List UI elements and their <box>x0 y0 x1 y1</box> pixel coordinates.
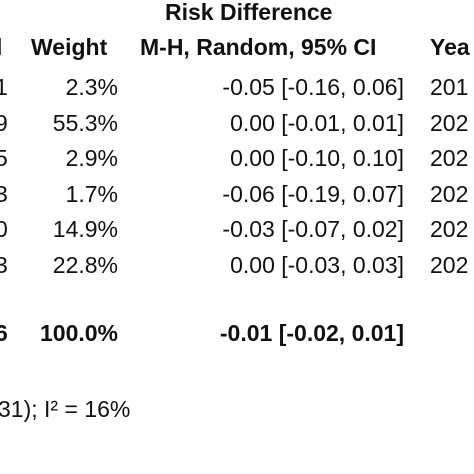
header-weight: Weight <box>31 34 108 60</box>
row-events-cut: 3 <box>0 251 8 278</box>
header-year: Yea <box>430 34 470 60</box>
row-year: 202 <box>430 180 469 207</box>
header-ci: M-H, Random, 95% CI <box>140 34 377 60</box>
row-ci: 0.00 [-0.03, 0.03] <box>230 251 404 278</box>
table-row: 0 14.9% -0.03 [-0.07, 0.02] 202 <box>0 216 474 242</box>
row-weight: 2.9% <box>65 145 118 171</box>
total-cut: 6 <box>0 320 8 346</box>
row-events-cut: 5 <box>0 145 8 171</box>
row-year: 202 <box>430 109 469 136</box>
table-row: 5 2.9% 0.00 [-0.10, 0.10] 202 <box>0 145 474 171</box>
row-ci: -0.03 [-0.07, 0.02] <box>222 216 404 242</box>
table-row: 1 2.3% -0.05 [-0.16, 0.06] 201 <box>0 74 474 100</box>
heterogeneity-text: 31); I² = 16% <box>0 396 131 422</box>
row-weight: 22.8% <box>52 251 118 278</box>
total-weight: 100.0% <box>39 320 118 346</box>
table-row: 3 22.8% 0.00 [-0.03, 0.03] 202 <box>0 252 474 278</box>
row-events-cut: 0 <box>0 216 8 242</box>
row-year: 202 <box>430 251 469 278</box>
row-events-cut: 3 <box>0 180 8 207</box>
row-ci: -0.06 [-0.19, 0.07] <box>222 180 404 207</box>
row-events-cut: 1 <box>0 74 8 100</box>
header-events: l <box>0 34 2 60</box>
row-weight: 14.9% <box>52 216 118 242</box>
row-weight: 1.7% <box>65 180 118 207</box>
total-ci: -0.01 [-0.02, 0.01] <box>219 320 404 346</box>
row-year: 201 <box>430 74 469 100</box>
row-weight: 2.3% <box>65 74 118 100</box>
row-ci: 0.00 [-0.01, 0.01] <box>230 109 404 136</box>
row-year: 202 <box>430 216 469 242</box>
group-header: Risk Difference <box>165 0 333 25</box>
row-ci: -0.05 [-0.16, 0.06] <box>222 74 404 100</box>
row-events-cut: 9 <box>0 109 8 136</box>
row-year: 202 <box>430 145 469 171</box>
row-ci: 0.00 [-0.10, 0.10] <box>230 145 404 171</box>
row-weight: 55.3% <box>52 109 118 136</box>
table-row: 3 1.7% -0.06 [-0.19, 0.07] 202 <box>0 181 474 207</box>
table-row: 9 55.3% 0.00 [-0.01, 0.01] 202 <box>0 110 474 136</box>
